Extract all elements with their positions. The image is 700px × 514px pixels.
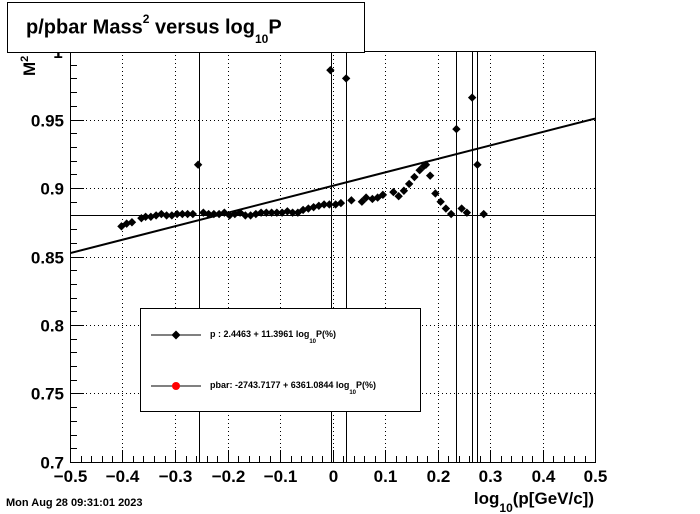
data-point-p xyxy=(141,212,150,221)
data-point-p xyxy=(326,65,335,75)
data-point-p xyxy=(479,209,488,219)
data-point-p xyxy=(425,171,435,180)
legend-label-pbar: pbar: -2743.7177 + 6361.0844 log10P(%) xyxy=(210,380,377,396)
y-tick-label: 0.75 xyxy=(31,385,64,404)
y-tick-label: 0.85 xyxy=(31,249,64,268)
fit-line-p xyxy=(70,117,595,255)
data-point-p xyxy=(421,160,431,169)
x-tick-label: 0.4 xyxy=(532,467,556,486)
data-point-p xyxy=(127,218,137,227)
data-point-p xyxy=(361,193,371,202)
y-axis-label: M2 xyxy=(19,56,39,76)
data-point-p xyxy=(399,186,409,195)
x-tick-label: −0.2 xyxy=(212,467,246,486)
data-point-p xyxy=(452,124,461,134)
x-tick-label: 0.1 xyxy=(374,467,398,486)
data-point-p xyxy=(162,211,171,220)
data-point-p xyxy=(404,179,414,189)
data-point-p xyxy=(378,190,388,200)
data-point-p xyxy=(436,197,445,206)
data-point-p xyxy=(410,172,419,182)
data-point-p xyxy=(183,209,192,219)
data-point-p xyxy=(204,209,213,219)
data-point-p xyxy=(467,93,477,102)
chart-title: p/pbar Mass2 versus log10P xyxy=(26,12,282,46)
data-point-p xyxy=(178,209,187,219)
data-point-p xyxy=(341,74,351,83)
x-tick-label: 0 xyxy=(329,467,338,486)
legend-marker-pbar xyxy=(172,382,180,390)
data-point-p xyxy=(267,208,276,217)
legend-markers xyxy=(151,330,201,390)
legend: p : 2.4463 + 11.3961 log10P(%) pbar: -27… xyxy=(140,308,421,412)
data-point-p xyxy=(446,209,456,219)
data-point-p xyxy=(272,208,282,217)
data-point-p xyxy=(262,208,271,217)
data-point-p xyxy=(209,209,219,219)
chart-title-box: p/pbar Mass2 versus log10P xyxy=(7,2,365,53)
data-point-p xyxy=(457,204,466,213)
x-tick-label: 0.5 xyxy=(584,467,608,486)
data-point-p xyxy=(288,208,297,217)
legend-marker-p xyxy=(171,330,181,340)
data-point-p xyxy=(241,211,250,220)
x-tick-label: −0.4 xyxy=(106,467,140,486)
data-point-p xyxy=(389,187,398,197)
data-point-p xyxy=(188,209,198,219)
x-tick-label: 0.3 xyxy=(479,467,503,486)
x-tick-label: −0.3 xyxy=(159,467,193,486)
data-point-p xyxy=(325,200,334,209)
x-tick-label: 0.2 xyxy=(427,467,451,486)
x-axis-label: log10(p[GeV/c]) xyxy=(474,489,594,514)
y-tick-label: 0.9 xyxy=(40,180,64,199)
data-point-p xyxy=(172,209,182,219)
data-point-p xyxy=(431,189,440,198)
data-point-p xyxy=(331,200,340,209)
y-tick-label: 0.95 xyxy=(31,112,64,131)
data-point-p xyxy=(441,204,451,213)
y-tick-label: 0.8 xyxy=(40,317,64,336)
data-point-p xyxy=(256,208,266,217)
data-point-p xyxy=(394,192,403,201)
timestamp: Mon Aug 28 09:31:01 2023 xyxy=(6,497,143,509)
legend-label-p: p : 2.4463 + 11.3961 log10P(%) xyxy=(210,329,336,345)
data-point-p xyxy=(193,160,203,169)
data-point-p xyxy=(319,200,329,209)
data-point-p xyxy=(462,208,472,217)
data-point-p xyxy=(373,193,382,202)
data-point-p xyxy=(415,165,424,175)
x-tick-label: −0.1 xyxy=(264,467,298,486)
data-point-p xyxy=(336,198,346,208)
data-point-p xyxy=(347,196,356,205)
data-point-p xyxy=(473,160,482,169)
x-tick-label: −0.5 xyxy=(54,467,88,486)
y-tick-label: 0.7 xyxy=(40,454,64,473)
